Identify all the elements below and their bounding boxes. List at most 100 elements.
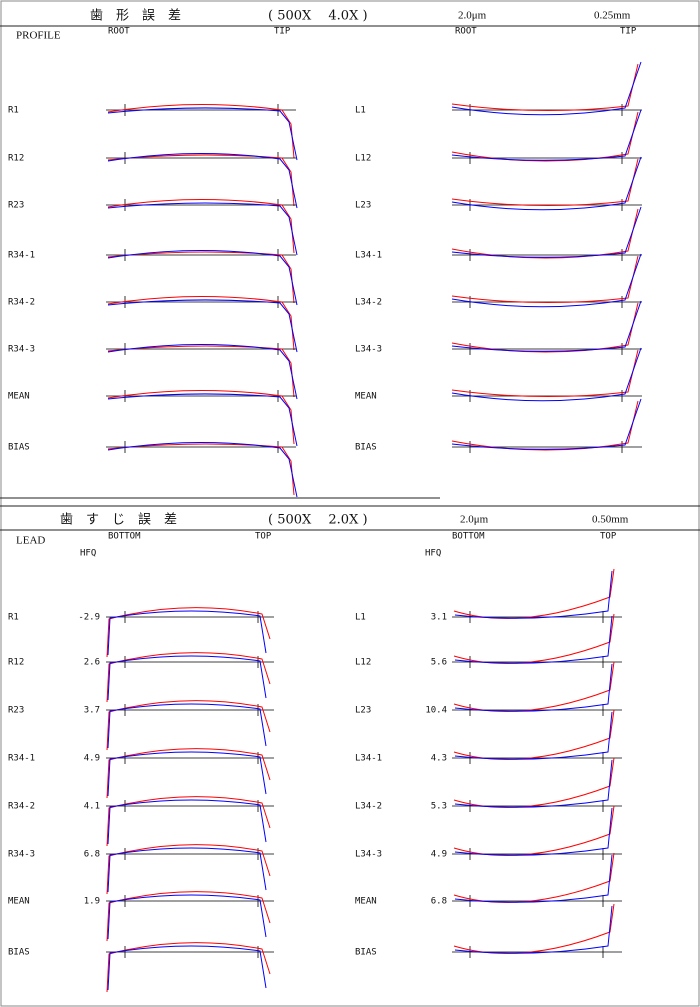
hfq-value: 3.1 bbox=[431, 613, 447, 623]
row-label: R34-3 bbox=[8, 850, 35, 860]
hfq-value: 3.7 bbox=[84, 706, 100, 716]
hfq-value: 2.6 bbox=[84, 658, 100, 668]
row-label: L34-2 bbox=[355, 298, 382, 308]
axis-end: TOP bbox=[600, 532, 617, 542]
trace bbox=[454, 711, 613, 760]
trace bbox=[107, 251, 295, 304]
trace bbox=[451, 61, 642, 116]
scale: ( 500X 2.0X ) bbox=[268, 513, 368, 528]
hfq-value: 4.1 bbox=[84, 802, 100, 812]
row-label: BIAS bbox=[8, 948, 30, 958]
trace bbox=[453, 852, 615, 903]
row-label: L34-3 bbox=[355, 345, 382, 355]
trace bbox=[454, 854, 613, 903]
trace bbox=[107, 799, 267, 845]
trace bbox=[107, 198, 295, 254]
trace bbox=[451, 206, 642, 258]
trace bbox=[451, 109, 642, 161]
axis-end: TIP bbox=[620, 27, 637, 37]
title: 歯 す じ 誤 差 bbox=[60, 512, 177, 528]
row-label: L23 bbox=[355, 201, 371, 211]
row-label: L1 bbox=[355, 106, 366, 116]
trace bbox=[107, 343, 298, 400]
hfq-value: 1.9 bbox=[84, 897, 100, 907]
row-label: MEAN bbox=[8, 897, 30, 907]
row-label: R12 bbox=[8, 154, 24, 164]
row-label: R34-3 bbox=[8, 345, 35, 355]
row-label: BIAS bbox=[355, 443, 377, 453]
row-label: L23 bbox=[355, 706, 371, 716]
trace bbox=[107, 249, 298, 306]
section-label: PROFILE bbox=[16, 30, 61, 42]
trace bbox=[107, 299, 298, 353]
hfq-value: 4.9 bbox=[431, 850, 447, 860]
trace bbox=[107, 610, 267, 656]
row-label: MEAN bbox=[355, 392, 377, 402]
trace bbox=[107, 655, 267, 701]
trace bbox=[107, 154, 295, 207]
trace bbox=[107, 441, 298, 498]
axis-end: BOTTOM bbox=[108, 532, 141, 542]
row-label: R12 bbox=[8, 658, 24, 668]
row-label: MEAN bbox=[355, 897, 377, 907]
section-label: LEAD bbox=[16, 535, 45, 547]
trace bbox=[107, 945, 267, 991]
row-label: BIAS bbox=[8, 443, 30, 453]
row-label: L12 bbox=[355, 658, 371, 668]
row-label: R34-1 bbox=[8, 251, 35, 261]
title: 歯 形 誤 差 bbox=[90, 8, 181, 24]
trace bbox=[453, 805, 615, 856]
row-label: BIAS bbox=[355, 948, 377, 958]
trace bbox=[453, 709, 615, 760]
axis-end: TOP bbox=[255, 532, 272, 542]
trace bbox=[451, 347, 642, 402]
trace bbox=[107, 751, 267, 797]
hfq-header: HFQ bbox=[425, 549, 441, 559]
trace bbox=[107, 894, 267, 940]
hfq-value: 6.8 bbox=[431, 897, 447, 907]
trace bbox=[451, 63, 639, 112]
row-label: L1 bbox=[355, 613, 366, 623]
trace bbox=[451, 156, 642, 211]
trace bbox=[107, 152, 298, 209]
trace bbox=[451, 255, 639, 304]
hfq-value: -2.9 bbox=[78, 613, 100, 623]
hfq-value: 5.3 bbox=[431, 802, 447, 812]
axis-end: TIP bbox=[274, 27, 291, 37]
trace bbox=[451, 398, 642, 450]
row-label: R23 bbox=[8, 706, 24, 716]
row-label: R1 bbox=[8, 613, 19, 623]
axis-end: BOTTOM bbox=[452, 532, 485, 542]
trace bbox=[107, 345, 295, 398]
row-label: L34-2 bbox=[355, 802, 382, 812]
row-label: L34-1 bbox=[355, 251, 382, 261]
trace bbox=[454, 615, 613, 664]
trace bbox=[453, 661, 615, 712]
trace bbox=[107, 847, 267, 893]
trace bbox=[454, 570, 613, 619]
trace bbox=[107, 107, 298, 161]
trace bbox=[453, 568, 615, 619]
trace bbox=[454, 759, 613, 808]
trace bbox=[454, 663, 613, 712]
axis-end: ROOT bbox=[108, 27, 130, 37]
hfq-value: 6.8 bbox=[84, 850, 100, 860]
trace bbox=[454, 905, 613, 954]
hfq-value: 4.3 bbox=[431, 754, 447, 764]
row-label: L34-3 bbox=[355, 850, 382, 860]
row-label: L12 bbox=[355, 154, 371, 164]
row-label: R34-2 bbox=[8, 298, 35, 308]
trace bbox=[451, 302, 639, 353]
trace bbox=[451, 111, 639, 162]
trace bbox=[451, 253, 642, 308]
x-scale: 0.25mm bbox=[594, 10, 631, 22]
trace bbox=[453, 903, 615, 954]
trace bbox=[107, 202, 298, 256]
row-label: R23 bbox=[8, 201, 24, 211]
row-label: MEAN bbox=[8, 392, 30, 402]
trace bbox=[107, 103, 295, 159]
row-label: L34-1 bbox=[355, 754, 382, 764]
row-label: R1 bbox=[8, 106, 19, 116]
